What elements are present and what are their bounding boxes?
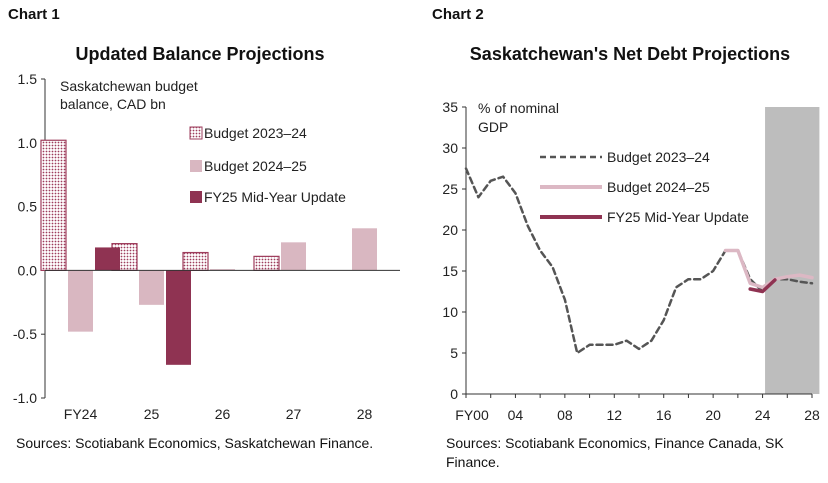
x-tick-label: 25	[144, 406, 160, 422]
x-tick-label: 16	[656, 407, 672, 423]
chart-2-source: Sources: Scotiabank Economics, Finance C…	[446, 435, 784, 470]
legend-label: FY25 Mid-Year Update	[204, 189, 346, 205]
y-tick-label: 0	[450, 386, 458, 402]
x-tick-label: 28	[804, 407, 820, 423]
bar	[139, 270, 164, 305]
x-tick-label: 24	[755, 407, 771, 423]
y-tick-label: 25	[442, 181, 458, 197]
y-tick-label: -0.5	[13, 326, 37, 342]
y-tick-label: 1.0	[18, 135, 38, 151]
legend-label: Budget 2023–24	[607, 149, 710, 165]
bar	[68, 270, 93, 332]
axis-label-line: GDP	[478, 119, 508, 135]
chart-2-plot: 35 30 25 20 15 10 5 0 FY00 04 08 12 16 20 24 28 % of nom…	[442, 99, 820, 423]
chart-2-title: Saskatchewan's Net Debt Projections	[469, 44, 791, 64]
chart-1-y-axis-label: Saskatchewan budget balance, CAD bn	[60, 78, 198, 112]
x-tick-label: 26	[215, 406, 231, 422]
y-tick-label: 10	[442, 304, 458, 320]
bar	[95, 247, 120, 271]
legend-label: FY25 Mid-Year Update	[607, 209, 749, 225]
x-tick-label: 20	[705, 407, 721, 423]
chart-2-y-axis-label: % of nominal GDP	[478, 100, 559, 135]
axis-label-line: balance, CAD bn	[60, 96, 166, 112]
y-tick-label: 0.0	[18, 262, 38, 278]
series-line	[748, 278, 777, 294]
legend-swatch	[189, 126, 203, 140]
chart-1-panel: Chart 1 Updated Balance Projections 1.5 1…	[8, 6, 400, 451]
bar	[210, 269, 235, 271]
series-line	[723, 248, 814, 290]
chart-1-source: Sources: Scotiabank Economics, Saskatche…	[16, 435, 374, 451]
forecast-shading	[765, 107, 820, 394]
bar	[281, 242, 306, 271]
y-tick-label: 15	[442, 263, 458, 279]
bar	[182, 251, 209, 271]
legend-label: Budget 2024–25	[204, 158, 307, 174]
y-tick-label: 20	[442, 222, 458, 238]
chart-1-title: Updated Balance Projections	[75, 44, 325, 64]
legend-swatch	[190, 160, 202, 172]
axis-label-line: Saskatchewan budget	[60, 78, 198, 94]
legend-swatch	[190, 191, 202, 203]
y-tick-label: -1.0	[13, 390, 37, 406]
x-tick-label: 08	[557, 407, 573, 423]
bar	[40, 139, 67, 271]
bar	[166, 270, 191, 365]
x-tick-label: 28	[357, 406, 373, 422]
x-tick-label: 12	[606, 407, 622, 423]
axis-label-line: % of nominal	[478, 100, 559, 116]
chart-1-label: Chart 1	[8, 6, 60, 23]
x-tick-label: 27	[286, 406, 302, 422]
x-tick-label: FY00	[455, 407, 489, 423]
y-tick-label: 1.5	[18, 71, 38, 87]
legend-label: Budget 2023–24	[204, 125, 307, 141]
y-tick-label: 0.5	[18, 199, 38, 215]
y-tick-label: 30	[442, 140, 458, 156]
x-tick-label: FY24	[64, 406, 98, 422]
bar	[352, 228, 377, 271]
bar	[253, 255, 280, 272]
x-tick-label: 04	[508, 407, 524, 423]
legend-label: Budget 2024–25	[607, 179, 710, 195]
y-tick-label: 5	[450, 345, 458, 361]
chart-2-panel: Chart 2 Saskatchewan's Net Debt Projecti…	[414, 0, 828, 483]
chart-2-label: Chart 2	[432, 6, 484, 23]
series-line	[464, 167, 814, 355]
y-tick-label: 35	[442, 99, 458, 115]
chart-1-plot: 1.5 1.0 0.5 0.0 -0.5 -1.0 FY24 25 26 27 28 Saskatch…	[13, 71, 400, 422]
